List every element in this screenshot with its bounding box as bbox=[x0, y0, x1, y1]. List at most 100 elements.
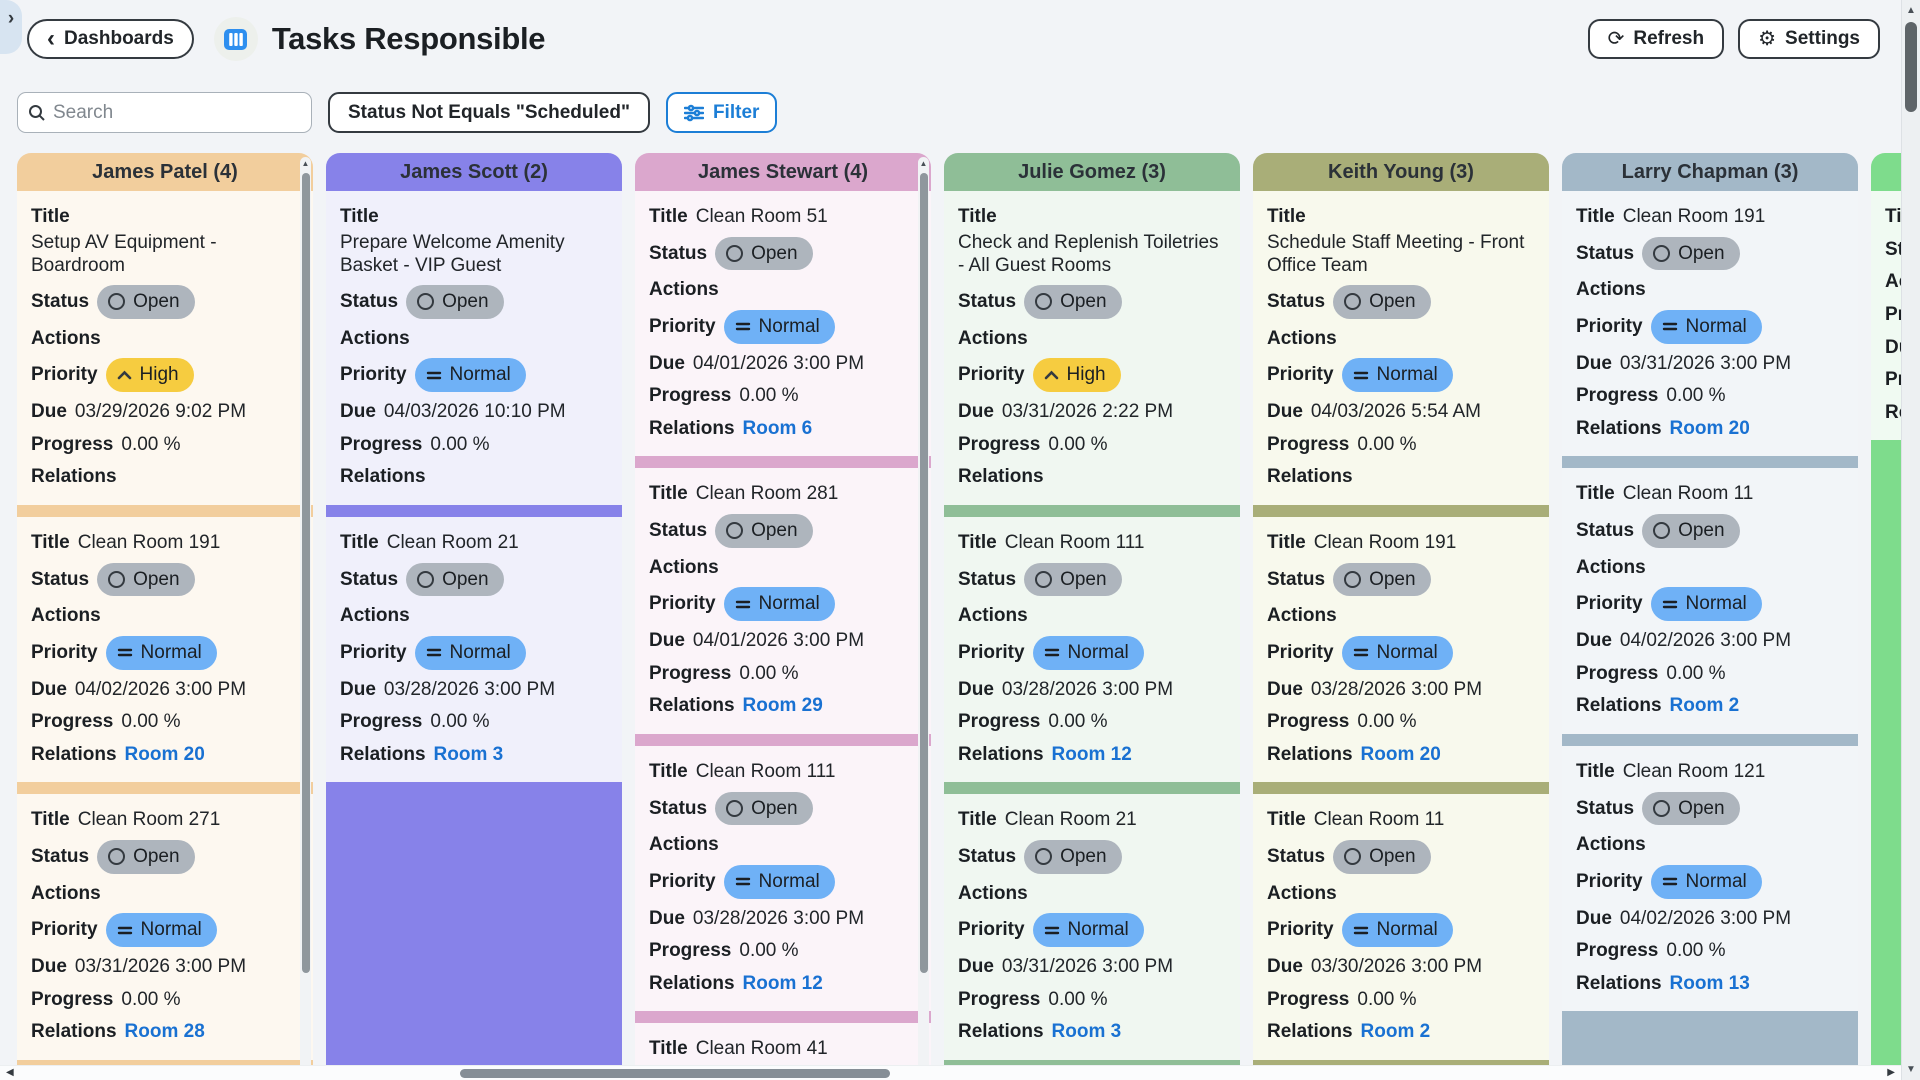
priority-badge-label: Normal bbox=[1376, 641, 1438, 663]
task-card[interactable]: Title Clean Room 11 Status Open Actions Prior… bbox=[1253, 794, 1549, 1060]
card-actions-label: Actions bbox=[1576, 834, 1646, 856]
priority-badge-label: Normal bbox=[1685, 315, 1747, 337]
priority-badge: Normal bbox=[414, 358, 526, 393]
task-card[interactable]: Title Clean Room 271 Status Open Actions Prio… bbox=[17, 794, 313, 1060]
card-title-label: Title bbox=[649, 206, 688, 227]
card-priority-label: Priority bbox=[649, 870, 716, 892]
card-progress-value: 0.00 % bbox=[1666, 662, 1726, 684]
sidebar-expand-handle[interactable]: › bbox=[0, 0, 22, 54]
status-badge-label: Open bbox=[1678, 797, 1725, 819]
task-card[interactable]: Title Clean Room 111 Status Open Actions Prio… bbox=[944, 516, 1240, 783]
column-scrollbar-thumb[interactable] bbox=[301, 173, 310, 973]
card-actions-label: Actions bbox=[958, 605, 1028, 627]
column-scrollbar[interactable]: ▲▼ bbox=[918, 157, 929, 1071]
card-status-label: Status bbox=[1267, 568, 1326, 590]
settings-button[interactable]: ⚙ Settings bbox=[1738, 19, 1880, 59]
card-title-value: Check and Replenish Toiletries - All Gue… bbox=[958, 231, 1219, 277]
card-priority-label: Priority bbox=[958, 641, 1025, 663]
refresh-button[interactable]: ⟳ Refresh bbox=[1587, 19, 1725, 59]
relation-link[interactable]: Room 12 bbox=[742, 972, 823, 994]
relation-link[interactable]: Room 12 bbox=[1051, 743, 1132, 765]
status-badge-label: Open bbox=[1060, 846, 1107, 868]
task-card[interactable]: Title Clean Room 191 Status Open Actions Prio… bbox=[1253, 516, 1549, 783]
priority-badge: Normal bbox=[105, 913, 217, 948]
card-status-label: Status bbox=[649, 242, 708, 264]
card-priority-label: Priority bbox=[1576, 870, 1643, 892]
card-due-value: 03/30/2026 3:00 PM bbox=[1310, 956, 1483, 978]
task-card[interactable]: Title Clean Room 281 Status Open Actions Prio… bbox=[635, 468, 931, 734]
horizontal-scrollbar-thumb[interactable] bbox=[460, 1069, 890, 1078]
task-card[interactable]: Title Clean Room 21 Status Open Actions Prior… bbox=[326, 516, 622, 783]
priority-badge-label: Normal bbox=[449, 364, 511, 386]
task-card[interactable]: Title Clean Room 191 Status Open Actions Prio… bbox=[1562, 191, 1858, 457]
open-circle-icon bbox=[726, 244, 744, 262]
priority-badge: Normal bbox=[1650, 864, 1762, 899]
status-badge: Open bbox=[1333, 840, 1431, 874]
priority-badge-label: High bbox=[139, 364, 179, 386]
page-vertical-scrollbar[interactable]: ▲ ▼ bbox=[1901, 0, 1920, 1080]
relation-link[interactable]: Room 13 bbox=[1669, 972, 1750, 994]
column-body: Title Prepare Welcome Amenity Basket - VI… bbox=[326, 191, 622, 1071]
priority-badge: Normal bbox=[1032, 635, 1144, 670]
card-actions-label: Actions bbox=[31, 327, 101, 349]
column-header: Keith Young (3) bbox=[1328, 160, 1474, 183]
card-due-label: Due bbox=[649, 630, 685, 652]
relation-link[interactable]: Room 2 bbox=[1360, 1021, 1431, 1043]
search-input[interactable] bbox=[53, 101, 301, 124]
card-status-label: Status bbox=[649, 797, 708, 819]
board-horizontal-scrollbar[interactable]: ◀ ▶ bbox=[0, 1065, 1901, 1080]
task-card[interactable]: Title Clean Room 11 Status Open Actions Prior… bbox=[1562, 468, 1858, 734]
card-relations-label: Relations bbox=[649, 972, 735, 994]
column-scrollbar[interactable]: ▲▼ bbox=[300, 157, 311, 1071]
open-circle-icon bbox=[1653, 799, 1671, 817]
task-card[interactable]: Title Clean Room 111 Status Open Actions Prio… bbox=[635, 745, 931, 1012]
chevron-up-icon bbox=[117, 370, 132, 380]
active-filter-chip[interactable]: Status Not Equals "Scheduled" bbox=[328, 92, 650, 133]
refresh-icon: ⟳ bbox=[1607, 28, 1625, 50]
card-priority-label: Priority bbox=[1885, 303, 1901, 325]
task-card[interactable]: Title Setup AV Equipment - Boardroom Statu… bbox=[17, 191, 313, 505]
filter-button[interactable]: Filter bbox=[665, 92, 778, 133]
card-progress-label: Progress bbox=[649, 385, 732, 407]
task-card[interactable]: Title Clean Room 191 Status Open Actions Prio… bbox=[17, 516, 313, 783]
relation-link[interactable]: Room 6 bbox=[742, 417, 813, 439]
task-card[interactable]: Title Clean Room 21 Status Open Actions Prior… bbox=[944, 794, 1240, 1060]
equals-icon bbox=[1662, 321, 1678, 332]
card-status-label: Status bbox=[1576, 520, 1635, 542]
search-box[interactable] bbox=[17, 92, 312, 133]
card-relations-label: Relations bbox=[1576, 972, 1662, 994]
card-relations-label: Relations bbox=[31, 466, 117, 488]
task-card[interactable]: Title Clean Room 121 Status Open Actions Prio… bbox=[1562, 745, 1858, 1012]
card-title-label: Title bbox=[958, 531, 997, 553]
card-priority-label: Priority bbox=[340, 364, 407, 386]
equals-icon bbox=[1662, 599, 1678, 610]
card-title-label: Title bbox=[1267, 809, 1306, 831]
card-due-value: 04/02/2026 3:00 PM bbox=[1619, 630, 1792, 652]
back-to-dashboards-button[interactable]: ‹ Dashboards bbox=[27, 19, 194, 59]
task-card[interactable]: Title Check and Replenish Toiletries - Al… bbox=[944, 191, 1240, 505]
relation-link[interactable]: Room 20 bbox=[124, 743, 205, 765]
card-relations-label: Relations bbox=[958, 1021, 1044, 1043]
task-card[interactable]: Title Status Actions Priority Due Progress Rel… bbox=[1871, 191, 1901, 441]
relation-link[interactable]: Room 3 bbox=[433, 743, 504, 765]
column-scrollbar-thumb[interactable] bbox=[919, 173, 928, 973]
relation-link[interactable]: Room 20 bbox=[1360, 743, 1441, 765]
card-progress-label: Progress bbox=[1576, 385, 1659, 407]
relation-link[interactable]: Room 2 bbox=[1669, 695, 1740, 717]
card-relations-label: Relations bbox=[1885, 401, 1901, 423]
column-body: Title Status Actions Priority Due Progress Rel… bbox=[1871, 191, 1901, 1071]
card-title-value: Clean Room 21 bbox=[386, 531, 519, 553]
task-card[interactable]: Title Schedule Staff Meeting - Front Offi… bbox=[1253, 191, 1549, 505]
task-card[interactable]: Title Clean Room 51 Status Open Actions Prior… bbox=[635, 191, 931, 457]
relation-link[interactable]: Room 28 bbox=[124, 1021, 205, 1043]
relation-link[interactable]: Room 29 bbox=[742, 695, 823, 717]
card-due-value: 04/03/2026 10:10 PM bbox=[383, 401, 566, 423]
relation-link[interactable]: Room 20 bbox=[1669, 417, 1750, 439]
priority-badge: Normal bbox=[1341, 913, 1453, 948]
card-progress-label: Progress bbox=[340, 433, 423, 455]
column-header: James Stewart (4) bbox=[697, 160, 869, 183]
task-card[interactable]: Title Prepare Welcome Amenity Basket - VI… bbox=[326, 191, 622, 505]
relation-link[interactable]: Room 3 bbox=[1051, 1021, 1122, 1043]
vertical-scrollbar-thumb[interactable] bbox=[1905, 22, 1917, 112]
